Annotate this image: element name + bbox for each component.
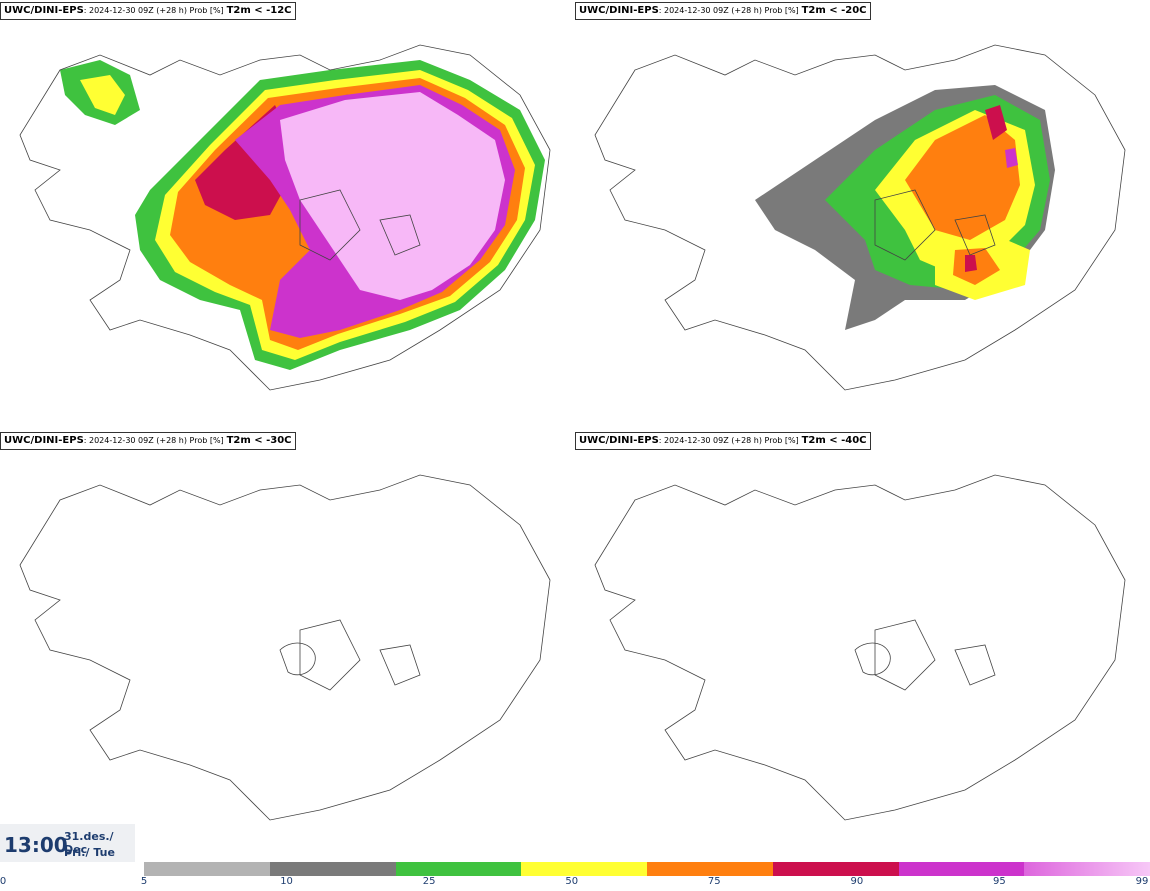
threshold-label: T2m < -30C — [226, 435, 292, 446]
source-label: UWC/DINI-EPS — [4, 435, 84, 446]
colorbar-segment — [521, 862, 647, 876]
run-meta: : 2024-12-30 09Z (+28 h) Prob [%] — [658, 436, 799, 445]
valid-time: 13:00 — [4, 833, 68, 857]
threshold-label: T2m < -40C — [801, 435, 867, 446]
panel-header: UWC/DINI-EPS: 2024-12-30 09Z (+28 h) Pro… — [0, 432, 296, 450]
colorbar-segment — [144, 862, 270, 876]
colorbar-tick-label: 0 — [0, 876, 7, 887]
colorbar-tick-label: 90 — [850, 876, 864, 887]
colorbar-tick-label: 50 — [565, 876, 579, 887]
panel-header: UWC/DINI-EPS: 2024-12-30 09Z (+28 h) Pro… — [0, 2, 296, 20]
source-label: UWC/DINI-EPS — [4, 5, 84, 16]
source-label: UWC/DINI-EPS — [579, 5, 659, 16]
probability-colorbar — [144, 862, 1150, 876]
run-meta: : 2024-12-30 09Z (+28 h) Prob [%] — [83, 6, 224, 15]
source-label: UWC/DINI-EPS — [579, 435, 659, 446]
colorbar-segment — [269, 862, 396, 876]
iceland-map — [594, 474, 1126, 821]
colorbar-segment — [1024, 862, 1150, 876]
panel-header: UWC/DINI-EPS: 2024-12-30 09Z (+28 h) Pro… — [575, 2, 871, 20]
map-panel-minus30: UWC/DINI-EPS: 2024-12-30 09Z (+28 h) Pro… — [0, 430, 575, 860]
colorbar-segment — [647, 862, 773, 876]
colorbar-segment — [772, 862, 899, 876]
colorbar-tick-label: 99 — [1135, 876, 1149, 887]
threshold-label: T2m < -12C — [226, 5, 292, 16]
colorbar-tick-label: 75 — [707, 876, 721, 887]
valid-date: 31.des./ Dec — [64, 830, 114, 856]
threshold-label: T2m < -20C — [801, 5, 867, 16]
colorbar-segment — [395, 862, 522, 876]
run-meta: : 2024-12-30 09Z (+28 h) Prob [%] — [83, 436, 224, 445]
colorbar-tick-label: 5 — [140, 876, 148, 887]
colorbar-tick-label: 10 — [280, 876, 293, 887]
colorbar-tick-label: 95 — [993, 876, 1006, 887]
valid-weekday: Þri./ Tue — [64, 846, 115, 859]
iceland-map — [594, 44, 1126, 391]
colorbar-tick-label: 25 — [422, 876, 436, 887]
valid-time-box: 13:00 31.des./ Dec Þri./ Tue — [0, 824, 135, 862]
iceland-map — [19, 44, 551, 391]
iceland-map — [19, 474, 551, 821]
run-meta: : 2024-12-30 09Z (+28 h) Prob [%] — [658, 6, 799, 15]
colorbar-segment — [898, 862, 1025, 876]
map-panel-minus40: UWC/DINI-EPS: 2024-12-30 09Z (+28 h) Pro… — [575, 430, 1150, 860]
map-panel-minus12: UWC/DINI-EPS: 2024-12-30 09Z (+28 h) Pro… — [0, 0, 575, 430]
map-panel-minus20: UWC/DINI-EPS: 2024-12-30 09Z (+28 h) Pro… — [575, 0, 1150, 430]
panel-header: UWC/DINI-EPS: 2024-12-30 09Z (+28 h) Pro… — [575, 432, 871, 450]
